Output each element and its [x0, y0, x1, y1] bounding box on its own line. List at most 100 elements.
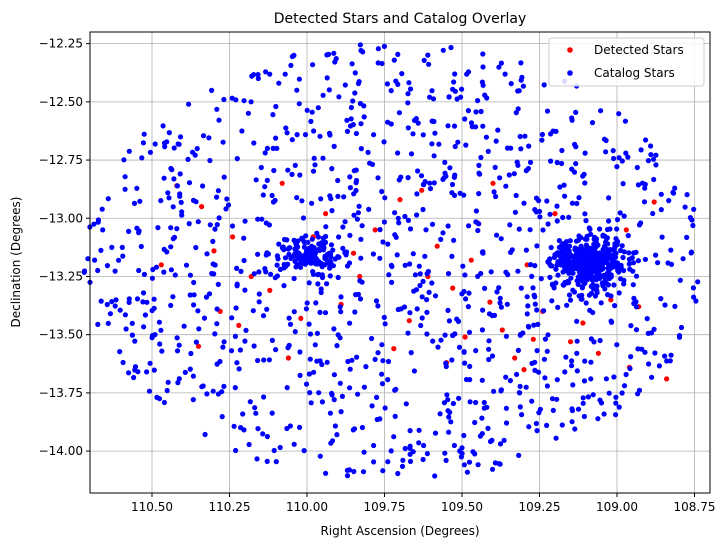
catalog-star-point [297, 349, 303, 355]
catalog-star-point [237, 347, 243, 353]
catalog-star-point [170, 204, 176, 210]
catalog-star-point [396, 110, 402, 116]
catalog-star-point [431, 153, 437, 159]
catalog-star-point [475, 273, 481, 279]
catalog-star-point [149, 332, 156, 339]
catalog-star-point [264, 145, 270, 151]
catalog-star-point [177, 193, 183, 199]
catalog-star-point [651, 176, 657, 183]
catalog-star-point [306, 321, 312, 327]
catalog-star-point [544, 383, 551, 389]
catalog-star-point [331, 143, 337, 149]
catalog-star-point [524, 311, 530, 317]
catalog-star-point [317, 133, 323, 139]
catalog-star-point [412, 272, 418, 278]
catalog-star-point [408, 350, 414, 356]
catalog-star-point [440, 230, 446, 236]
catalog-star-point [493, 138, 499, 144]
catalog-star-point [626, 256, 633, 262]
catalog-star-point [569, 200, 576, 206]
catalog-star-point [355, 210, 361, 216]
catalog-star-point [442, 159, 448, 165]
catalog-star-point [603, 137, 609, 144]
catalog-star-point [609, 256, 615, 262]
detected-star-point [608, 297, 614, 303]
catalog-star-point [152, 141, 158, 147]
catalog-star-point [463, 142, 469, 148]
catalog-star-point [695, 279, 701, 285]
catalog-star-point [497, 295, 503, 301]
catalog-star-point [542, 375, 548, 381]
catalog-star-point [287, 321, 294, 327]
x-tick-label: 109.25 [519, 500, 561, 514]
catalog-star-point [216, 117, 222, 123]
y-axis-ticks: −14.00 −13.75 −13.50 −13.25 −13.00 −12.75 −12.… [39, 37, 90, 458]
catalog-star-point [365, 149, 371, 155]
catalog-star-point [494, 289, 500, 295]
catalog-star-point [506, 172, 512, 178]
catalog-star-point [255, 75, 261, 82]
catalog-star-point [323, 233, 329, 240]
catalog-star-point [604, 235, 611, 241]
catalog-star-point [430, 338, 436, 344]
catalog-star-point [141, 324, 147, 330]
catalog-star-point [361, 114, 367, 120]
catalog-star-point [214, 106, 220, 112]
catalog-star-point [156, 396, 163, 402]
catalog-star-point [149, 275, 155, 281]
catalog-star-point [273, 135, 279, 141]
catalog-star-point [579, 274, 586, 280]
catalog-star-point [284, 130, 290, 136]
catalog-star-point [311, 155, 317, 161]
catalog-star-point [291, 441, 297, 447]
catalog-star-point [555, 272, 561, 278]
catalog-star-point [424, 451, 430, 457]
catalog-star-point [200, 183, 206, 189]
catalog-star-point [454, 96, 460, 102]
catalog-star-point [187, 292, 193, 298]
catalog-star-point [264, 306, 270, 312]
catalog-star-point [459, 86, 465, 92]
catalog-star-point [462, 272, 468, 278]
catalog-star-point [155, 225, 161, 231]
catalog-star-point [335, 177, 341, 184]
catalog-star-point [398, 174, 404, 180]
catalog-star-point [531, 322, 537, 328]
catalog-star-point [342, 82, 348, 88]
catalog-star-point [219, 389, 225, 395]
catalog-star-point [136, 230, 142, 236]
catalog-star-point [424, 297, 430, 303]
catalog-star-point [585, 259, 591, 266]
catalog-star-point [588, 231, 594, 237]
catalog-star-point [603, 257, 609, 263]
catalog-star-point [402, 262, 408, 268]
catalog-star-point [351, 468, 357, 475]
catalog-star-point [379, 188, 385, 195]
catalog-star-point [395, 215, 401, 221]
catalog-star-point [511, 171, 517, 177]
catalog-star-point [520, 83, 527, 89]
detected-star-point [158, 262, 164, 268]
catalog-star-point [473, 124, 479, 130]
catalog-star-point [417, 271, 423, 277]
catalog-star-point [527, 227, 533, 233]
catalog-star-point [347, 320, 353, 326]
catalog-star-point [497, 175, 503, 181]
catalog-star-point [209, 87, 215, 93]
catalog-star-point [526, 143, 532, 149]
catalog-star-point [326, 87, 332, 93]
detected-star-point [298, 315, 304, 321]
catalog-star-point [126, 228, 132, 234]
catalog-star-point [470, 449, 476, 455]
catalog-star-point [627, 365, 633, 372]
detected-star-point [499, 327, 505, 333]
catalog-star-point [688, 250, 694, 256]
catalog-star-point [580, 173, 586, 179]
catalog-star-point [653, 162, 659, 168]
detected-star-point [468, 257, 474, 263]
catalog-star-point [407, 451, 413, 457]
catalog-star-point [554, 203, 560, 209]
catalog-star-point [578, 243, 584, 249]
catalog-star-point [603, 376, 610, 382]
